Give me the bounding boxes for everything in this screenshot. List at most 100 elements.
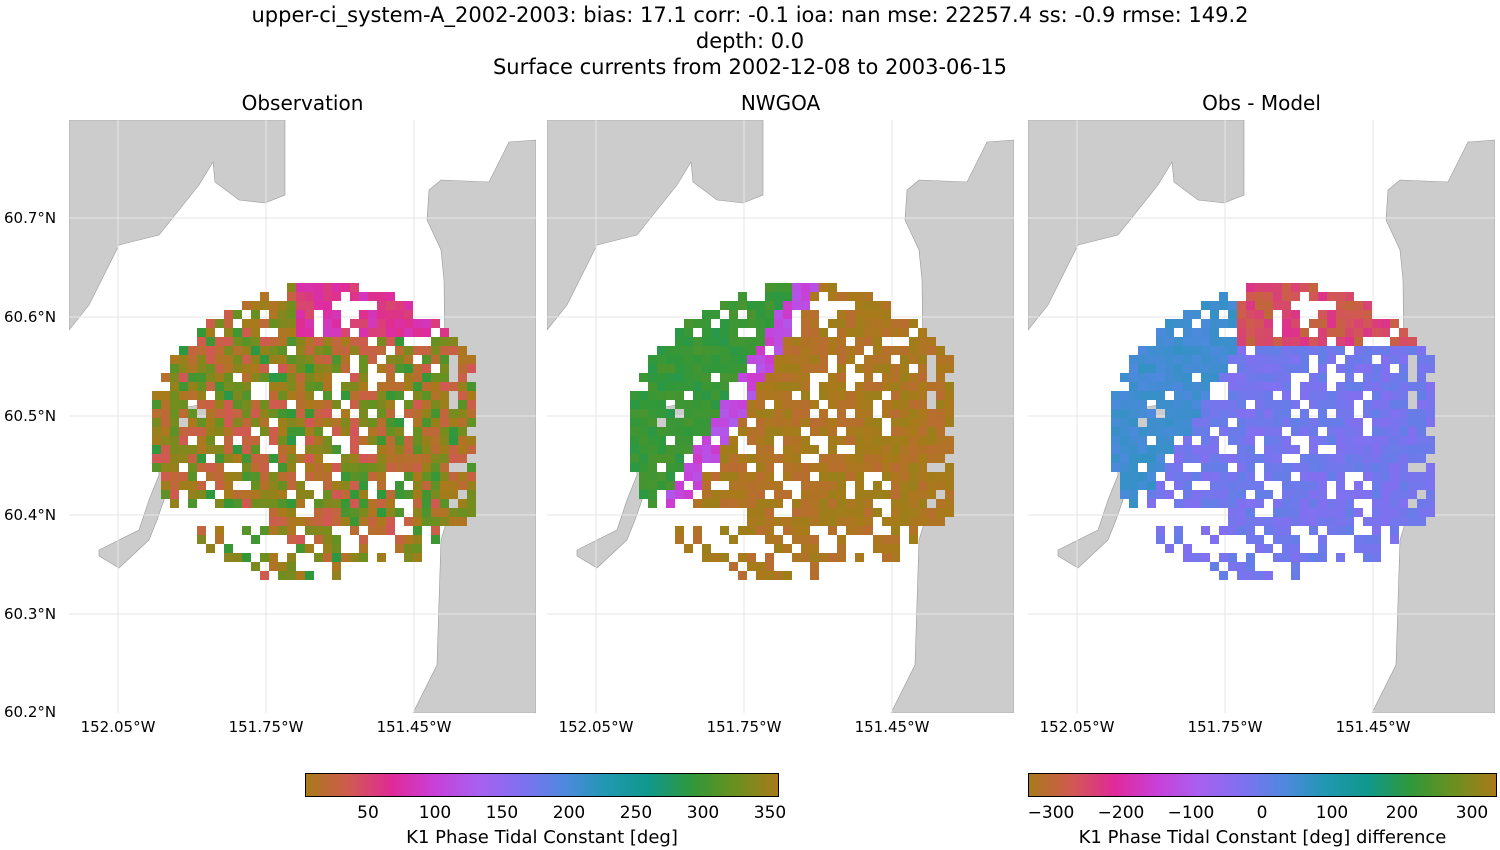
data-cell (1408, 517, 1417, 526)
data-cell (1237, 526, 1246, 535)
data-cell (936, 508, 945, 517)
data-cell (945, 409, 954, 418)
data-cell (233, 418, 242, 427)
data-cell (260, 472, 269, 481)
data-cell (287, 553, 296, 562)
data-cell (1300, 418, 1309, 427)
data-cell (179, 364, 188, 373)
data-cell (224, 373, 233, 382)
data-cell (323, 292, 332, 301)
data-cell (1417, 373, 1426, 382)
data-cell (359, 319, 368, 328)
data-cell (215, 463, 224, 472)
data-cell (269, 526, 278, 535)
data-cell (377, 508, 386, 517)
data-cell (161, 400, 170, 409)
data-cell (1111, 400, 1120, 409)
data-cell (188, 427, 197, 436)
data-cell (1300, 337, 1309, 346)
data-cell (269, 310, 278, 319)
data-cell (1417, 481, 1426, 490)
data-cell (1156, 364, 1165, 373)
data-cell (431, 508, 440, 517)
data-cell (909, 391, 918, 400)
data-cell (1345, 517, 1354, 526)
data-cell (675, 535, 684, 544)
data-cell (359, 454, 368, 463)
data-cell (359, 391, 368, 400)
data-cell (945, 391, 954, 400)
data-cell (1372, 481, 1381, 490)
data-cell (1138, 436, 1147, 445)
data-cell (936, 409, 945, 418)
data-cell (729, 328, 738, 337)
data-cell (296, 544, 305, 553)
data-cell (332, 517, 341, 526)
data-cell (891, 535, 900, 544)
data-cell (305, 292, 314, 301)
data-cell (1138, 481, 1147, 490)
data-cell (269, 499, 278, 508)
data-cell (828, 391, 837, 400)
data-cell (873, 364, 882, 373)
data-cell (1309, 391, 1318, 400)
data-cell (1219, 472, 1228, 481)
data-cell (1192, 337, 1201, 346)
data-cell (305, 337, 314, 346)
data-cell (431, 346, 440, 355)
data-cell (188, 355, 197, 364)
figure-title: upper-ci_system-A_2002-2003: bias: 17.1 … (251, 3, 1249, 27)
data-cell (774, 535, 783, 544)
data-cell (765, 328, 774, 337)
data-cell (1354, 391, 1363, 400)
data-cell (386, 292, 395, 301)
data-cell (350, 373, 359, 382)
data-cell (332, 535, 341, 544)
data-cell (422, 481, 431, 490)
data-cell (1399, 508, 1408, 517)
data-cell (900, 319, 909, 328)
data-cell (1201, 346, 1210, 355)
data-cell (242, 382, 251, 391)
data-cell (774, 490, 783, 499)
data-cell (206, 490, 215, 499)
data-cell (296, 373, 305, 382)
data-cell (368, 508, 377, 517)
data-cell (1372, 463, 1381, 472)
data-cell (792, 292, 801, 301)
data-cell (747, 337, 756, 346)
colorbar-tick: −300 (1027, 803, 1075, 823)
data-cell (1255, 499, 1264, 508)
data-cell (657, 355, 666, 364)
data-cell (720, 391, 729, 400)
data-cell (1426, 355, 1435, 364)
data-cell (233, 310, 242, 319)
data-cell (323, 517, 332, 526)
data-cell (1201, 445, 1210, 454)
data-cell (305, 355, 314, 364)
data-cell (882, 364, 891, 373)
data-cell (413, 526, 422, 535)
data-cell (666, 364, 675, 373)
data-cell (377, 328, 386, 337)
data-cell (873, 391, 882, 400)
data-cell (1273, 526, 1282, 535)
data-cell (1246, 283, 1255, 292)
data-cell (828, 526, 837, 535)
data-cell (810, 463, 819, 472)
data-cell (332, 418, 341, 427)
data-cell (1129, 400, 1138, 409)
data-cell (1201, 427, 1210, 436)
data-cell (864, 310, 873, 319)
data-cell (657, 346, 666, 355)
data-cell (675, 391, 684, 400)
data-cell (711, 346, 720, 355)
data-cell (855, 436, 864, 445)
data-cell (882, 409, 891, 418)
data-cell (341, 283, 350, 292)
data-cell (1417, 445, 1426, 454)
data-cell (287, 364, 296, 373)
data-cell (801, 508, 810, 517)
data-cell (197, 535, 206, 544)
data-cell (1111, 463, 1120, 472)
